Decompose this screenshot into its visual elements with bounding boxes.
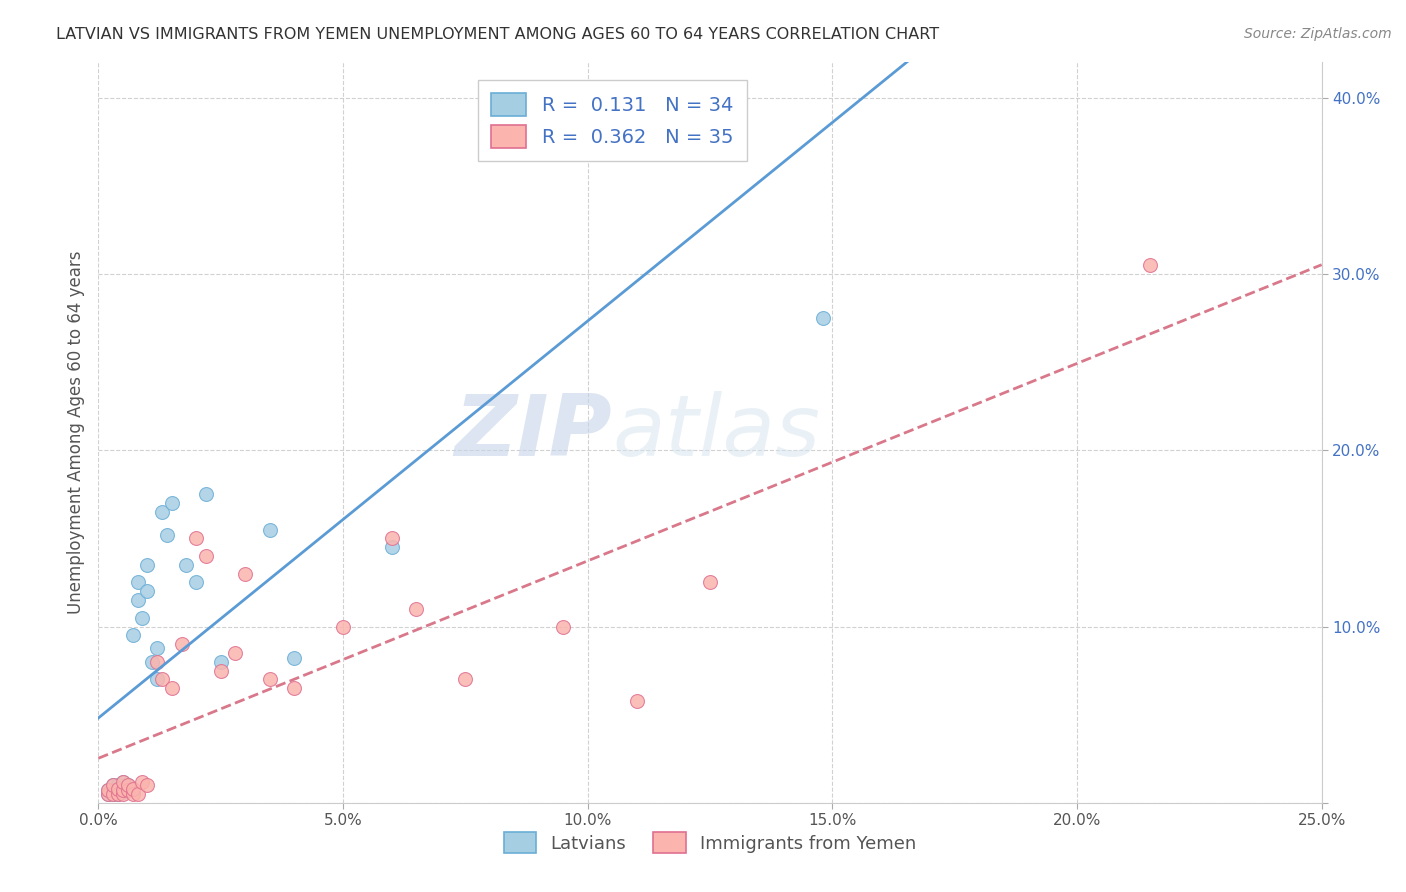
- Point: [111, 774, 134, 789]
- Point: [101, 783, 124, 797]
- Point: [111, 785, 134, 799]
- Point: [454, 673, 477, 687]
- Text: ZIP: ZIP: [454, 391, 612, 475]
- Point: [131, 610, 153, 624]
- Point: [405, 602, 427, 616]
- Point: [156, 528, 179, 542]
- Point: [160, 496, 183, 510]
- Point: [195, 487, 218, 501]
- Point: [146, 673, 169, 687]
- Point: [186, 532, 208, 546]
- Point: [283, 651, 305, 665]
- Point: [117, 781, 139, 796]
- Point: [259, 523, 281, 537]
- Text: atlas: atlas: [612, 391, 820, 475]
- Point: [111, 787, 134, 801]
- Point: [121, 781, 143, 796]
- Point: [101, 787, 124, 801]
- Point: [107, 781, 129, 796]
- Point: [117, 783, 139, 797]
- Point: [107, 778, 129, 792]
- Point: [107, 787, 129, 801]
- Point: [97, 787, 120, 801]
- Point: [117, 778, 139, 792]
- Point: [117, 778, 139, 792]
- Legend: Latvians, Immigrants from Yemen: Latvians, Immigrants from Yemen: [496, 825, 924, 861]
- Text: LATVIAN VS IMMIGRANTS FROM YEMEN UNEMPLOYMENT AMONG AGES 60 TO 64 YEARS CORRELAT: LATVIAN VS IMMIGRANTS FROM YEMEN UNEMPLO…: [56, 27, 939, 42]
- Point: [576, 82, 599, 96]
- Point: [127, 787, 149, 801]
- Point: [141, 655, 163, 669]
- Point: [283, 681, 305, 696]
- Point: [101, 778, 124, 792]
- Point: [553, 619, 575, 633]
- Point: [160, 681, 183, 696]
- Point: [209, 664, 232, 678]
- Point: [699, 575, 721, 590]
- Point: [127, 593, 149, 607]
- Point: [146, 640, 169, 655]
- Point: [195, 549, 218, 563]
- Point: [381, 540, 404, 554]
- Point: [186, 575, 208, 590]
- Point: [209, 655, 232, 669]
- Point: [97, 783, 120, 797]
- Point: [97, 783, 120, 797]
- Point: [233, 566, 256, 581]
- Point: [121, 787, 143, 801]
- Point: [107, 787, 129, 801]
- Point: [111, 783, 134, 797]
- Point: [111, 774, 134, 789]
- Point: [1139, 258, 1161, 272]
- Point: [170, 637, 193, 651]
- Point: [107, 781, 129, 796]
- Point: [131, 774, 153, 789]
- Point: [101, 787, 124, 801]
- Point: [150, 673, 173, 687]
- Y-axis label: Unemployment Among Ages 60 to 64 years: Unemployment Among Ages 60 to 64 years: [66, 251, 84, 615]
- Point: [136, 558, 159, 572]
- Point: [150, 505, 173, 519]
- Point: [224, 646, 246, 660]
- Point: [136, 584, 159, 599]
- Point: [332, 619, 354, 633]
- Point: [101, 778, 124, 792]
- Point: [127, 575, 149, 590]
- Point: [259, 673, 281, 687]
- Point: [97, 787, 120, 801]
- Point: [146, 655, 169, 669]
- Point: [176, 558, 198, 572]
- Point: [381, 532, 404, 546]
- Point: [811, 311, 834, 326]
- Point: [136, 778, 159, 792]
- Point: [111, 781, 134, 796]
- Point: [121, 628, 143, 642]
- Point: [626, 693, 648, 707]
- Text: Source: ZipAtlas.com: Source: ZipAtlas.com: [1244, 27, 1392, 41]
